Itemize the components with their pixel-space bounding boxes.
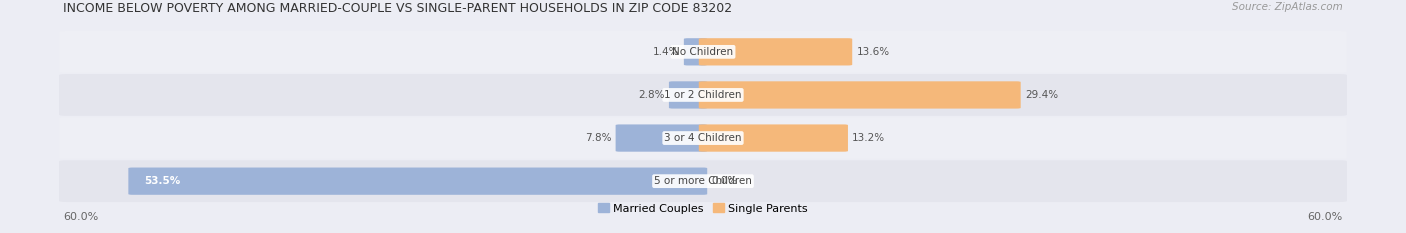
Text: 13.6%: 13.6% [856, 47, 890, 57]
Text: 5 or more Children: 5 or more Children [654, 176, 752, 186]
FancyBboxPatch shape [699, 38, 852, 65]
Text: 7.8%: 7.8% [585, 133, 612, 143]
Legend: Married Couples, Single Parents: Married Couples, Single Parents [593, 199, 813, 218]
Text: 13.2%: 13.2% [852, 133, 886, 143]
Text: 29.4%: 29.4% [1025, 90, 1059, 100]
Text: 1.4%: 1.4% [654, 47, 679, 57]
FancyBboxPatch shape [699, 124, 848, 152]
Text: 60.0%: 60.0% [63, 212, 98, 222]
Text: 0.0%: 0.0% [711, 176, 738, 186]
FancyBboxPatch shape [683, 38, 707, 65]
FancyBboxPatch shape [699, 81, 1021, 109]
FancyBboxPatch shape [669, 81, 707, 109]
FancyBboxPatch shape [59, 160, 1347, 202]
Text: Source: ZipAtlas.com: Source: ZipAtlas.com [1232, 2, 1343, 12]
Text: 3 or 4 Children: 3 or 4 Children [664, 133, 742, 143]
FancyBboxPatch shape [59, 31, 1347, 73]
FancyBboxPatch shape [59, 117, 1347, 159]
Text: 53.5%: 53.5% [143, 176, 180, 186]
FancyBboxPatch shape [59, 74, 1347, 116]
Text: No Children: No Children [672, 47, 734, 57]
FancyBboxPatch shape [128, 168, 707, 195]
FancyBboxPatch shape [616, 124, 707, 152]
Text: 1 or 2 Children: 1 or 2 Children [664, 90, 742, 100]
Text: 2.8%: 2.8% [638, 90, 665, 100]
Text: 60.0%: 60.0% [1308, 212, 1343, 222]
Text: INCOME BELOW POVERTY AMONG MARRIED-COUPLE VS SINGLE-PARENT HOUSEHOLDS IN ZIP COD: INCOME BELOW POVERTY AMONG MARRIED-COUPL… [63, 2, 733, 15]
